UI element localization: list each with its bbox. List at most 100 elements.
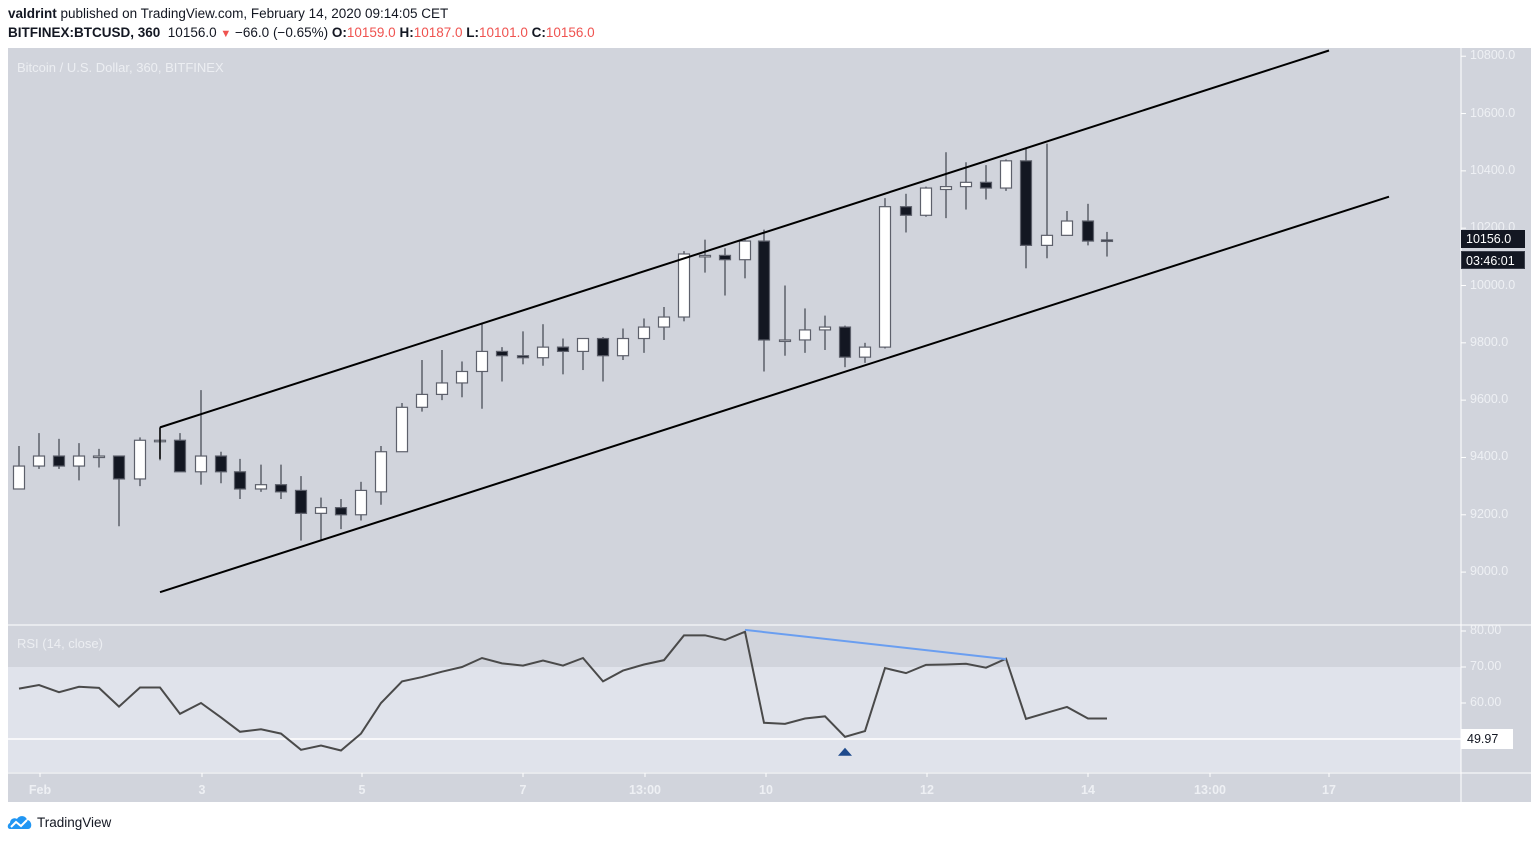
candle — [334, 499, 348, 530]
candle — [475, 322, 489, 409]
time-axis-label: 14 — [1081, 783, 1095, 797]
ohlc-low-value: 10101.0 — [479, 25, 528, 40]
time-axis-label: 3 — [198, 783, 206, 797]
bull-candle-body — [374, 451, 388, 493]
price-axis-label: 9400.0 — [1470, 449, 1509, 464]
bear-candle-body — [1100, 239, 1114, 243]
bearish-divergence-line — [744, 628, 1007, 661]
time-axis-label: 7 — [519, 783, 527, 797]
bear-candle-body — [899, 206, 913, 216]
bear-candle-body — [112, 455, 126, 480]
candle — [32, 433, 46, 469]
bull-candle-body — [395, 406, 409, 453]
ohlc-close-value: 10156.0 — [545, 25, 595, 40]
candle — [233, 458, 247, 500]
bull-candle-body — [1040, 234, 1054, 246]
time-axis-label: 10 — [759, 783, 773, 797]
rsi-axis-label: 80.00 — [1470, 623, 1502, 637]
bear-candle-body — [233, 471, 247, 490]
price-axis-label: 10600.0 — [1470, 105, 1516, 120]
bull-candle-body — [475, 350, 489, 373]
time-axis-label: 13:00 — [1194, 783, 1226, 797]
price-axis-label: 9200.0 — [1470, 506, 1509, 521]
candle — [274, 464, 288, 500]
author-name[interactable]: valdrint — [8, 6, 57, 21]
bull-candle-body — [12, 465, 26, 490]
last-price-tag: 10156.0 — [1461, 230, 1525, 248]
rsi-line — [18, 630, 1107, 752]
price-axis-label: 9000.0 — [1470, 564, 1509, 579]
candle — [516, 331, 530, 365]
candle — [1060, 210, 1074, 236]
symbol-label: BITFINEX:BTCUSD, 360 — [8, 25, 161, 40]
chart-structure — [8, 48, 1531, 802]
candle — [738, 239, 752, 279]
candle — [698, 239, 712, 273]
candle — [818, 315, 832, 350]
bull-candle-body — [194, 455, 208, 473]
candle — [314, 497, 328, 541]
price-axis-label: 10400.0 — [1470, 162, 1516, 177]
price-axis-label: 10000.0 — [1470, 277, 1516, 292]
bear-candle-body — [274, 484, 288, 493]
bull-candle-body — [778, 339, 792, 343]
candle — [194, 390, 208, 485]
bear-candle-body — [1081, 220, 1095, 242]
bar-countdown-tag: 03:46:01 — [1461, 251, 1525, 269]
bear-candle-body — [718, 254, 732, 261]
publish-info: valdrint published on TradingView.com, F… — [8, 6, 448, 21]
candle — [214, 451, 228, 484]
candle — [757, 229, 771, 372]
price-axis-label: 9600.0 — [1470, 392, 1509, 407]
up-triangle-icon — [838, 747, 852, 756]
bull-candle-body — [798, 329, 812, 341]
published-text: published on TradingView.com, February 1… — [60, 6, 449, 21]
last-price: 10156.0 — [167, 25, 217, 40]
candle — [374, 445, 388, 505]
brand-name: TradingView — [37, 814, 112, 830]
ohlc-open-value: 10159.0 — [346, 25, 396, 40]
bear-candle-body — [334, 507, 348, 516]
bull-candle-body — [818, 326, 832, 331]
candle — [576, 337, 590, 371]
rsi-title[interactable]: RSI (14, close) — [17, 636, 103, 651]
bull-candle-body — [435, 382, 449, 396]
candle — [12, 445, 26, 490]
tradingview-logo[interactable]: TradingView — [7, 814, 111, 830]
bull-candle-body — [878, 206, 892, 348]
bear-candle-body — [214, 455, 228, 473]
bull-candle-body — [637, 326, 651, 340]
time-axis-label: 17 — [1322, 783, 1336, 797]
candle — [455, 361, 469, 398]
time-axis-label: Feb — [28, 783, 52, 797]
candle — [294, 476, 308, 541]
candle — [72, 443, 86, 481]
candle — [133, 437, 147, 487]
candle — [878, 198, 892, 349]
bear-candle-body — [495, 350, 509, 357]
bull-candle-body — [92, 455, 106, 459]
candle — [939, 152, 953, 219]
bull-candle-body — [657, 316, 671, 328]
channel-upper-line — [159, 49, 1330, 429]
bull-candle-body — [698, 254, 712, 258]
candle — [919, 186, 933, 217]
candle — [959, 162, 973, 210]
candle — [677, 251, 691, 322]
bull-candle-body — [254, 484, 268, 490]
bear-candle-body — [838, 326, 852, 358]
ohlc-high-key: H: — [399, 25, 414, 40]
down-arrow-icon: ▼ — [220, 28, 232, 40]
candle — [1081, 203, 1095, 246]
candle — [395, 403, 409, 453]
rsi-axis-label: 60.00 — [1470, 695, 1502, 709]
candle — [1019, 147, 1033, 269]
bull-candle-body — [919, 187, 933, 216]
chart-title: Bitcoin / U.S. Dollar, 360, BITFINEX — [17, 60, 224, 75]
candle — [495, 347, 509, 382]
price-change: −66.0 (−0.65%) — [235, 25, 329, 40]
bull-candle-body — [959, 181, 973, 188]
symbol-info-bar: BITFINEX:BTCUSD, 360 10156.0 ▼ −66.0 (−0… — [8, 25, 595, 40]
candle — [899, 193, 913, 233]
